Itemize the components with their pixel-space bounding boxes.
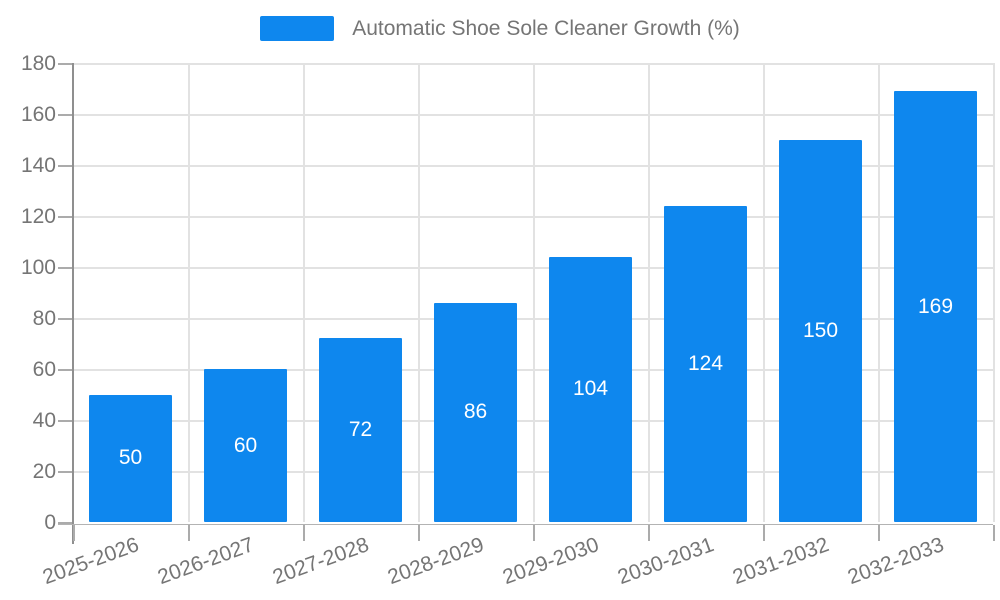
- bar-2030-2031[interactable]: 124: [664, 205, 747, 522]
- y-axis-tick: [58, 114, 72, 116]
- legend-label: Automatic Shoe Sole Cleaner Growth (%): [352, 16, 740, 40]
- x-axis-tick: [878, 525, 880, 541]
- y-axis-tick: [58, 165, 72, 167]
- x-axis-category-label: 2032-2033: [844, 533, 948, 590]
- y-axis-tick-label: 0: [44, 511, 56, 534]
- x-axis-category-label: 2028-2029: [384, 533, 488, 590]
- bar-2029-2030[interactable]: 104: [549, 256, 632, 522]
- vertical-gridline: [533, 63, 535, 522]
- bar-2026-2027[interactable]: 60: [204, 369, 287, 522]
- bar-value-label: 150: [802, 318, 839, 342]
- vertical-gridline: [993, 63, 995, 522]
- y-axis-tick-label: 100: [20, 256, 56, 279]
- vertical-gridline: [763, 63, 765, 522]
- x-axis-tick: [533, 525, 535, 541]
- y-axis-tick-label: 120: [20, 205, 56, 228]
- y-axis-tick-label: 180: [20, 52, 56, 75]
- x-axis-category-label: 2026-2027: [154, 533, 258, 590]
- legend-swatch: [260, 16, 335, 41]
- bar-value-label: 169: [917, 294, 954, 318]
- bar-2028-2029[interactable]: 86: [434, 302, 517, 522]
- x-axis-category-label: 2031-2032: [729, 533, 833, 590]
- bar-2032-2033[interactable]: 169: [894, 91, 977, 522]
- x-axis-tick: [73, 525, 75, 541]
- x-axis-tick: [763, 525, 765, 541]
- bar-2031-2032[interactable]: 150: [779, 139, 862, 522]
- y-axis-tick-label: 80: [32, 307, 56, 330]
- x-axis-line: [58, 523, 993, 526]
- y-axis-tick: [58, 420, 72, 422]
- y-axis-tick: [58, 318, 72, 320]
- bar-value-label: 104: [572, 377, 609, 401]
- y-axis-tick: [58, 522, 72, 524]
- x-axis-tick: [993, 525, 995, 541]
- vertical-gridline: [878, 63, 880, 522]
- x-axis-category-label: 2030-2031: [614, 533, 718, 590]
- bar-2025-2026[interactable]: 50: [89, 394, 172, 522]
- bar-value-label: 86: [463, 400, 488, 424]
- vertical-gridline: [188, 63, 190, 522]
- y-axis-tick: [58, 216, 72, 218]
- y-axis-tick-label: 40: [32, 409, 56, 432]
- y-axis-tick-label: 140: [20, 154, 56, 177]
- vertical-gridline: [303, 63, 305, 522]
- vertical-gridline: [418, 63, 420, 522]
- x-axis-category-label: 2027-2028: [269, 533, 373, 590]
- y-axis-tick-label: 20: [32, 460, 56, 483]
- bar-value-label: 72: [348, 418, 373, 442]
- vertical-gridline: [648, 63, 650, 522]
- x-axis-tick: [303, 525, 305, 541]
- bar-value-label: 124: [687, 351, 724, 375]
- y-axis-tick: [58, 369, 72, 371]
- bar-value-label: 60: [233, 433, 258, 457]
- x-axis-category-label: 2029-2030: [499, 533, 603, 590]
- x-axis-category-label: 2025-2026: [39, 533, 143, 590]
- bar-2027-2028[interactable]: 72: [319, 338, 402, 522]
- x-axis-tick: [418, 525, 420, 541]
- y-axis-tick: [58, 471, 72, 473]
- y-axis-tick-label: 160: [20, 103, 56, 126]
- y-axis-tick-label: 60: [32, 358, 56, 381]
- x-axis-tick: [648, 525, 650, 541]
- chart-legend[interactable]: Automatic Shoe Sole Cleaner Growth (%): [0, 16, 1000, 41]
- bar-value-label: 50: [118, 446, 143, 470]
- y-axis-tick: [58, 267, 72, 269]
- y-axis-line: [72, 63, 74, 544]
- x-axis-tick: [188, 525, 190, 541]
- y-axis-tick: [58, 63, 72, 65]
